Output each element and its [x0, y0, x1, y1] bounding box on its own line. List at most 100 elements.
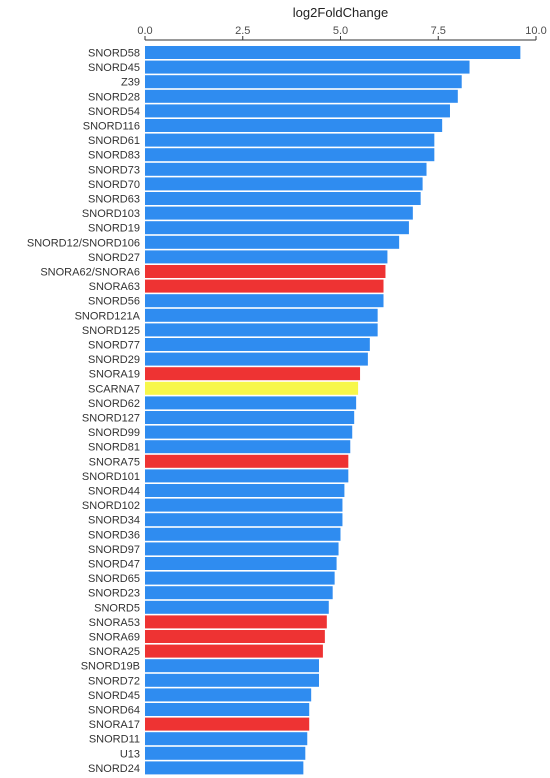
- bar: [145, 250, 388, 264]
- category-label: SNORD11: [89, 734, 140, 746]
- x-axis-title: log2FoldChange: [293, 5, 388, 20]
- x-tick-label: 2.5: [235, 25, 250, 37]
- bar: [145, 703, 310, 716]
- bar: [145, 717, 310, 731]
- bar: [145, 513, 343, 527]
- category-label: SNORD116: [83, 121, 140, 133]
- x-tick-label: 10.0: [525, 25, 546, 37]
- category-label: SNORD47: [88, 559, 140, 571]
- x-axis-ticks: 0.0 2.5 5.0 7.5 10.0: [137, 25, 547, 40]
- x-tick-label: 7.5: [431, 25, 446, 37]
- bar: [145, 454, 349, 468]
- bar: [145, 352, 368, 366]
- category-label: SNORA63: [89, 281, 140, 293]
- bar: [145, 60, 470, 74]
- bar: [145, 498, 343, 512]
- category-label: SNORD81: [88, 442, 140, 454]
- x-tick-label: 5.0: [333, 25, 348, 37]
- category-label: SNORD44: [88, 486, 140, 498]
- category-label: SNORD61: [88, 135, 140, 147]
- bar: [145, 469, 349, 483]
- bar: [145, 732, 308, 746]
- category-label: SNORA25: [89, 646, 140, 658]
- category-label: SNORD19: [88, 223, 140, 235]
- bar: [145, 323, 378, 337]
- category-label: SCARNA7: [88, 383, 140, 395]
- bar: [145, 484, 345, 497]
- category-label: SNORD83: [88, 150, 140, 162]
- category-label: U13: [120, 748, 140, 760]
- category-label: SNORD65: [88, 573, 140, 585]
- bar: [145, 148, 435, 162]
- bar: [145, 119, 443, 132]
- category-label: SNORD64: [88, 705, 140, 717]
- bar: [145, 396, 357, 410]
- category-label: SNORD29: [88, 354, 140, 366]
- bar: [145, 688, 312, 702]
- bar: [145, 265, 386, 278]
- category-label: SNORD24: [88, 763, 140, 775]
- category-label: SNORD45: [88, 690, 140, 702]
- bar: [145, 381, 359, 395]
- category-label: SNORD73: [88, 164, 140, 176]
- category-label: SNORA17: [89, 719, 140, 731]
- category-label: SNORD54: [88, 106, 140, 118]
- category-label: SNORD101: [82, 471, 140, 483]
- bar: [145, 644, 323, 658]
- bar: [145, 192, 421, 205]
- bar: [145, 746, 306, 760]
- bar: [145, 761, 304, 775]
- bar: [145, 527, 341, 541]
- category-label: SNORA62/SNORA6: [40, 267, 140, 279]
- bar: [145, 162, 427, 176]
- bar: [145, 46, 521, 59]
- category-label: SNORD121A: [75, 310, 141, 322]
- bar: [145, 338, 370, 351]
- bar: [145, 89, 458, 103]
- bar: [145, 294, 384, 308]
- category-label: Z39: [121, 77, 140, 89]
- category-label: SNORD99: [88, 427, 140, 439]
- category-label: SNORD36: [88, 529, 140, 541]
- category-labels: SNORD58 SNORD45 Z39 SNORD28 SNORD54 SNORD116 S…: [27, 48, 141, 775]
- bar: [145, 279, 384, 293]
- category-label: SNORD19B: [81, 661, 140, 673]
- bar: [145, 177, 423, 191]
- bar: [145, 630, 325, 643]
- category-label: SNORD103: [82, 208, 140, 220]
- bar: [145, 615, 327, 629]
- bar: [145, 673, 319, 687]
- bar: [145, 557, 337, 570]
- category-label: SNORA75: [89, 456, 140, 468]
- bar: [145, 425, 353, 439]
- category-label: SNORD58: [88, 48, 140, 60]
- category-label: SNORD27: [88, 252, 140, 264]
- category-label: SNORA53: [89, 617, 140, 629]
- category-label: SNORD5: [94, 602, 140, 614]
- category-label: SNORD12/SNORD106: [27, 237, 140, 249]
- bar: [145, 206, 413, 220]
- bar: [145, 600, 329, 614]
- bar: [145, 104, 450, 118]
- category-label: SNORD63: [88, 194, 140, 206]
- bar: [145, 542, 339, 556]
- bar: [145, 133, 435, 147]
- category-label: SNORD125: [82, 325, 140, 337]
- category-label: SNORD102: [82, 500, 140, 512]
- bar: [145, 440, 351, 454]
- category-label: SNORD127: [82, 413, 140, 425]
- bar: [145, 586, 333, 600]
- category-label: SNORD45: [88, 62, 140, 74]
- bar: [145, 235, 400, 249]
- bar: [145, 659, 319, 673]
- category-label: SNORD62: [88, 398, 140, 410]
- bar: [145, 308, 378, 322]
- category-label: SNORD28: [88, 91, 140, 103]
- category-label: SNORD72: [88, 675, 140, 687]
- category-label: SNORA19: [89, 369, 140, 381]
- bar: [145, 221, 409, 235]
- bar: [145, 367, 361, 381]
- category-label: SNORD56: [88, 296, 140, 308]
- category-label: SNORD77: [88, 340, 140, 352]
